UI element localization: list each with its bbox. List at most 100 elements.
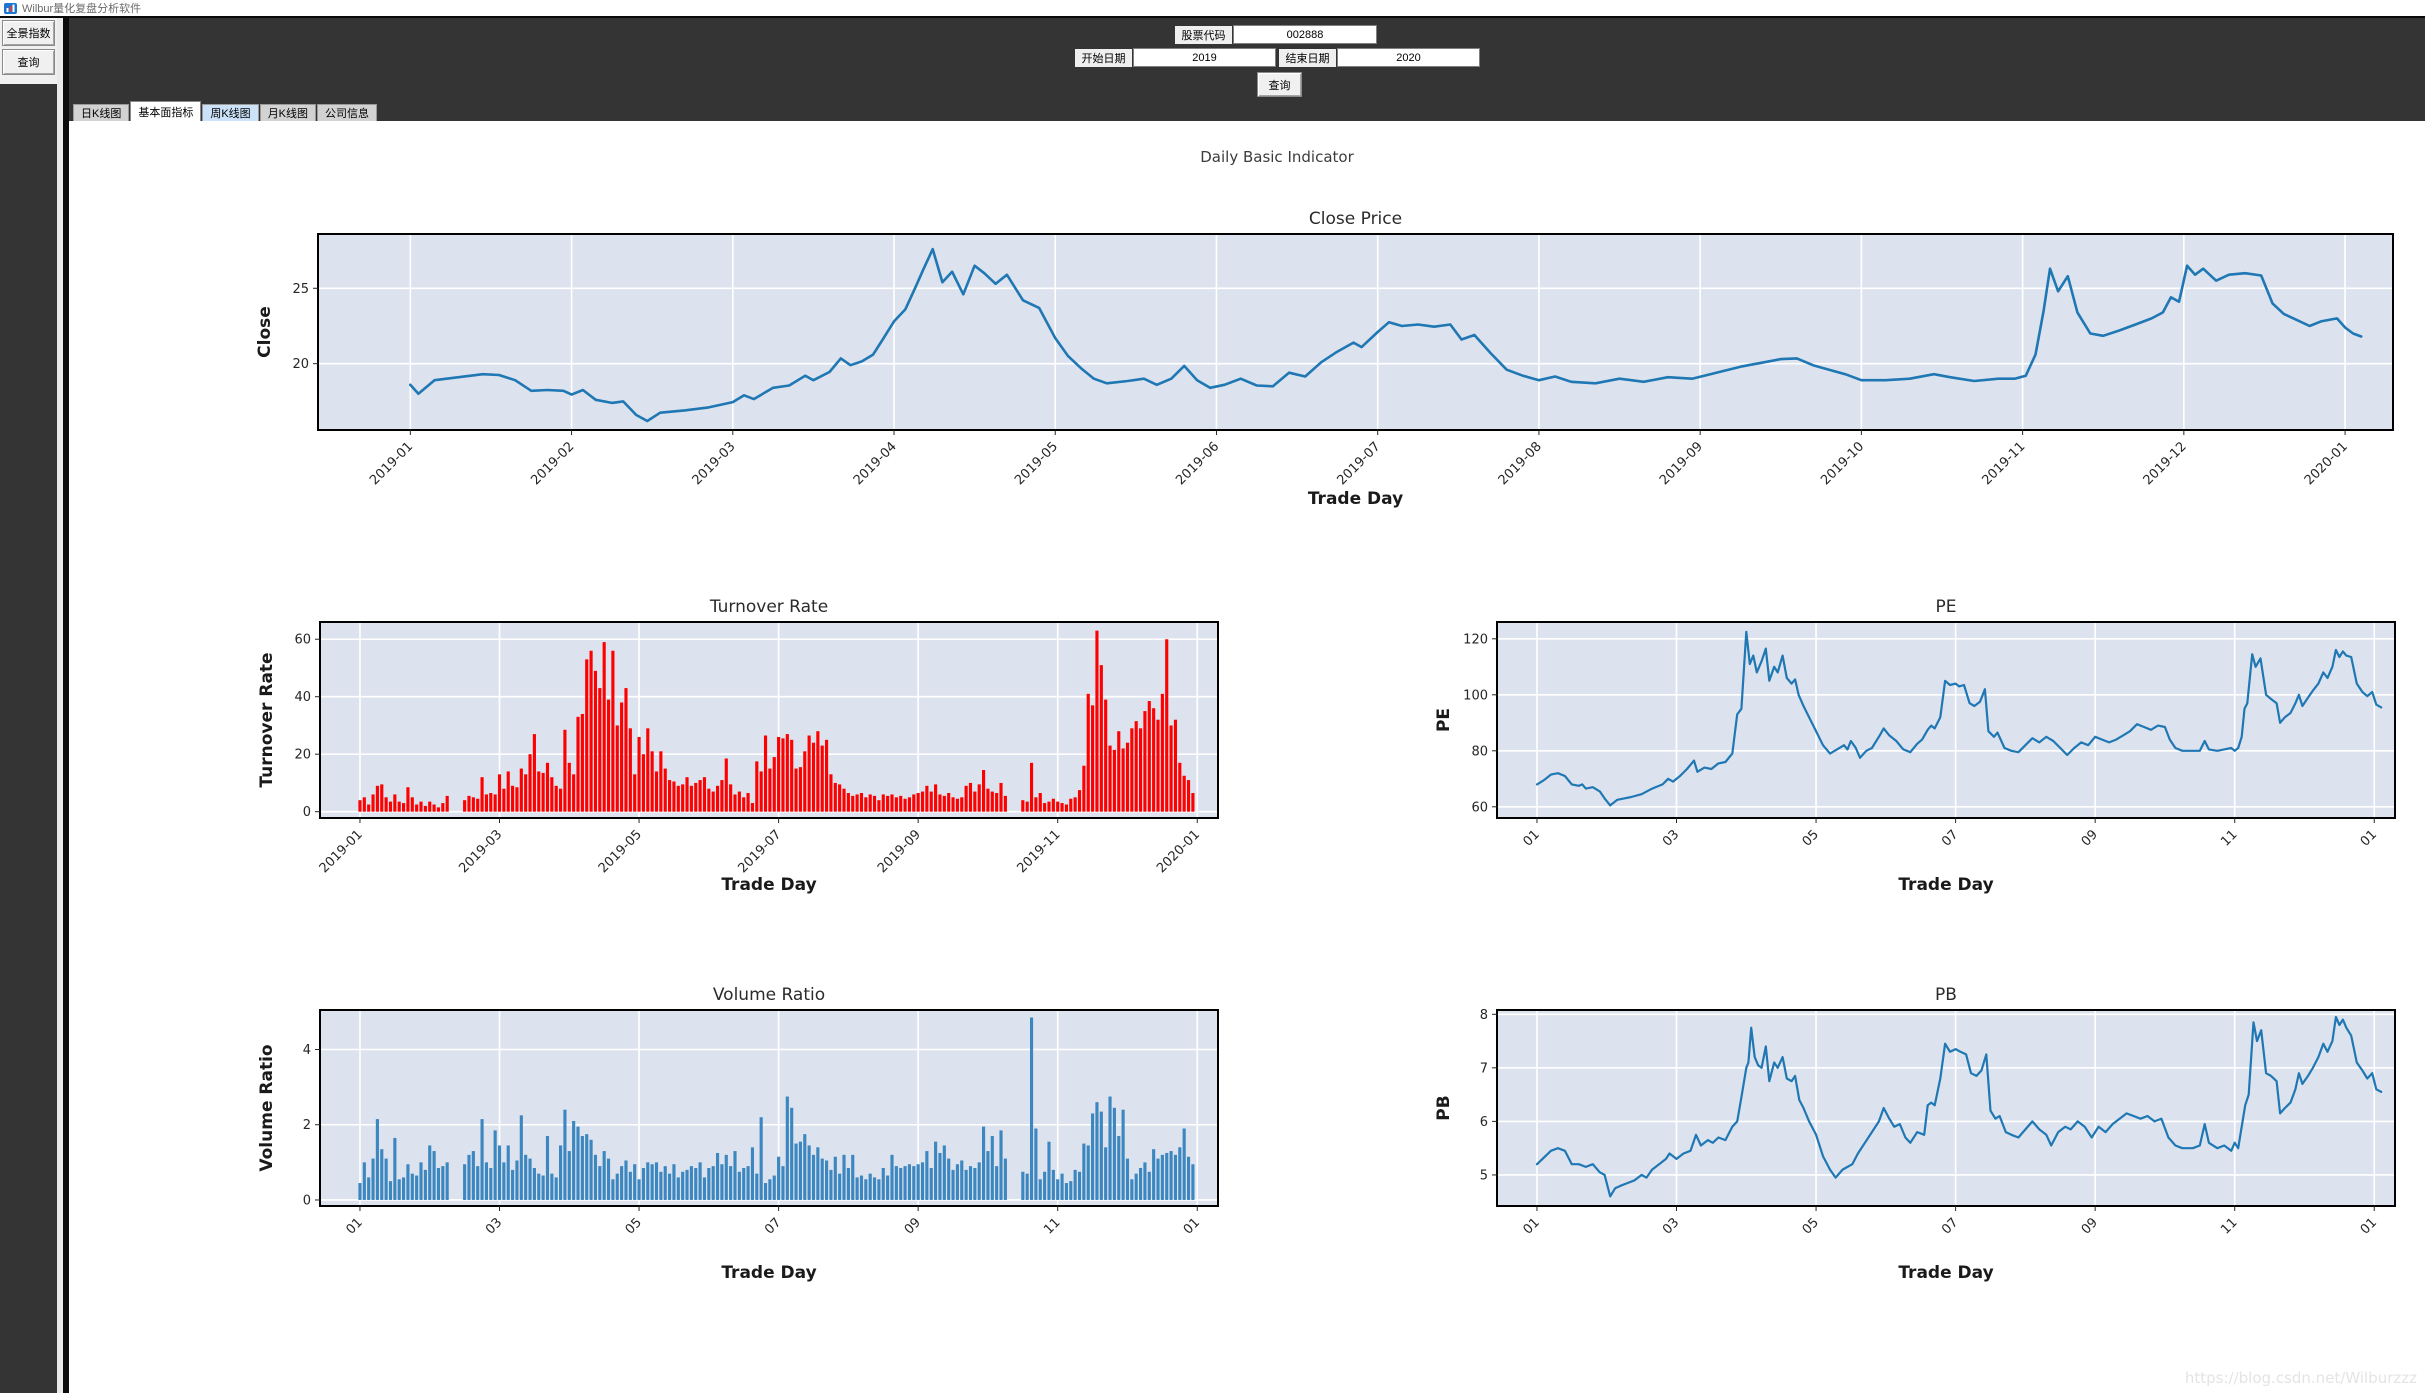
app-icon — [4, 2, 17, 14]
svg-text:2020-01: 2020-01 — [2302, 439, 2351, 488]
svg-text:07: 07 — [762, 1215, 784, 1237]
svg-text:2019-07: 2019-07 — [1335, 439, 1384, 488]
svg-text:2020-01: 2020-01 — [1154, 827, 1203, 876]
svg-text:09: 09 — [2079, 827, 2101, 849]
svg-text:25: 25 — [292, 282, 309, 297]
svg-text:09: 09 — [902, 1215, 924, 1237]
close-price-chart: 20 25 2019-01 2019-02 2019-03 2019-04 2019-05 2… — [255, 209, 2394, 509]
svg-text:120: 120 — [1463, 632, 1488, 647]
tab-weekly-kline[interactable]: 周K线图 — [202, 104, 259, 121]
window-title: Wilbur量化复盘分析软件 — [22, 3, 142, 15]
tab-monthly-kline[interactable]: 月K线图 — [259, 104, 317, 121]
svg-text:Close: Close — [255, 306, 275, 358]
svg-text:05: 05 — [1800, 1215, 1822, 1237]
svg-text:2019-11: 2019-11 — [1979, 439, 2028, 488]
svg-text:20: 20 — [294, 748, 311, 763]
pb-chart: 5 6 7 8 01 03 05 07 09 11 01 PB PB Trade Day — [1434, 985, 2396, 1283]
svg-text:PB: PB — [1935, 985, 1957, 1005]
svg-text:2019-05: 2019-05 — [1012, 439, 1061, 488]
volume-ratio-chart: 0 2 4 01 03 05 07 09 11 01 Volume Ratio Volume Rati… — [257, 985, 1219, 1283]
query-button[interactable]: 查询 — [1257, 72, 1302, 97]
pe-chart: 60 80 100 120 01 03 05 07 09 11 01 PE PE Trade Day — [1434, 597, 2396, 895]
svg-text:7: 7 — [1480, 1061, 1488, 1076]
svg-text:01: 01 — [1520, 827, 1542, 849]
svg-text:05: 05 — [1800, 827, 1822, 849]
svg-text:2: 2 — [303, 1118, 311, 1133]
end-date-label: 结束日期 — [1279, 49, 1336, 67]
pane-sash[interactable] — [57, 18, 63, 1393]
svg-text:01: 01 — [1520, 1215, 1542, 1237]
svg-text:2019-07: 2019-07 — [735, 827, 784, 876]
svg-text:0: 0 — [303, 805, 311, 820]
pane-sash-edge — [63, 18, 69, 1393]
svg-text:Turnover Rate: Turnover Rate — [709, 597, 828, 617]
svg-text:2019-08: 2019-08 — [1496, 439, 1545, 488]
stock-code-label: 股票代码 — [1175, 26, 1232, 44]
svg-text:11: 11 — [2218, 1215, 2240, 1237]
svg-text:07: 07 — [1939, 1215, 1961, 1237]
svg-text:5: 5 — [1480, 1168, 1488, 1183]
panorama-index-button[interactable]: 全景指数 — [2, 20, 55, 46]
svg-text:11: 11 — [1041, 1215, 1063, 1237]
svg-text:2019-03: 2019-03 — [690, 439, 739, 488]
svg-text:20: 20 — [292, 357, 309, 372]
svg-text:11: 11 — [2218, 827, 2240, 849]
svg-text:Trade Day: Trade Day — [1898, 875, 1993, 895]
svg-text:40: 40 — [294, 690, 311, 705]
figure-canvas: Daily Basic Indicator 20 25 2019-01 2019-02… — [69, 121, 2425, 1393]
svg-text:Volume Ratio: Volume Ratio — [257, 1044, 277, 1171]
svg-text:2019-04: 2019-04 — [851, 439, 900, 488]
stock-code-input[interactable] — [1233, 25, 1377, 44]
svg-text:2019-01: 2019-01 — [367, 439, 416, 488]
svg-text:PB: PB — [1434, 1095, 1454, 1120]
title-bar: Wilbur量化复盘分析软件 — [0, 0, 2425, 16]
svg-text:01: 01 — [343, 1215, 365, 1237]
start-date-input[interactable] — [1133, 48, 1276, 67]
svg-text:8: 8 — [1480, 1008, 1488, 1023]
turnover-rate-chart: 0 20 40 60 2019-01 2019-03 2019-05 2019-07 2019-… — [257, 597, 1219, 895]
tab-bar: 日K线图 基本面指标 周K线图 月K线图 公司信息 — [73, 101, 378, 121]
svg-text:60: 60 — [294, 633, 311, 648]
sidebar-query-button[interactable]: 查询 — [2, 49, 55, 75]
svg-text:0: 0 — [303, 1193, 311, 1208]
svg-text:100: 100 — [1463, 688, 1488, 703]
svg-text:80: 80 — [1471, 744, 1488, 759]
svg-text:60: 60 — [1471, 800, 1488, 815]
svg-text:Trade Day: Trade Day — [721, 1263, 816, 1283]
svg-text:05: 05 — [623, 1215, 645, 1237]
svg-text:PE: PE — [1434, 708, 1454, 732]
end-date-input[interactable] — [1337, 48, 1480, 67]
tab-daily-kline[interactable]: 日K线图 — [73, 104, 130, 121]
svg-text:Trade Day: Trade Day — [721, 875, 816, 895]
svg-text:4: 4 — [303, 1043, 311, 1058]
svg-text:Trade Day: Trade Day — [1308, 489, 1403, 509]
watermark-url: https://blog.csdn.net/Wilburzzz — [2184, 1369, 2417, 1387]
svg-text:01: 01 — [2358, 827, 2380, 849]
svg-text:2019-03: 2019-03 — [456, 827, 505, 876]
svg-text:2019-11: 2019-11 — [1015, 827, 1064, 876]
svg-text:2019-09: 2019-09 — [1657, 439, 1706, 488]
svg-text:03: 03 — [1660, 1215, 1682, 1237]
svg-text:2019-02: 2019-02 — [528, 439, 577, 488]
svg-text:2019-01: 2019-01 — [317, 827, 366, 876]
svg-text:03: 03 — [483, 1215, 505, 1237]
svg-text:Close Price: Close Price — [1309, 209, 1402, 229]
svg-text:Turnover Rate: Turnover Rate — [257, 652, 277, 787]
svg-text:PE: PE — [1936, 597, 1957, 617]
svg-text:2019-09: 2019-09 — [875, 827, 924, 876]
svg-text:09: 09 — [2079, 1215, 2101, 1237]
window-edge-divider — [0, 16, 2425, 18]
svg-text:6: 6 — [1480, 1115, 1488, 1130]
svg-text:2019-05: 2019-05 — [596, 827, 645, 876]
svg-text:03: 03 — [1660, 827, 1682, 849]
svg-text:01: 01 — [2358, 1215, 2380, 1237]
start-date-label: 开始日期 — [1075, 49, 1132, 67]
svg-text:2019-12: 2019-12 — [2141, 439, 2190, 488]
svg-text:Volume Ratio: Volume Ratio — [713, 985, 825, 1005]
tab-fundamental-indicator[interactable]: 基本面指标 — [130, 101, 202, 121]
tab-company-info[interactable]: 公司信息 — [317, 104, 378, 121]
svg-text:2019-06: 2019-06 — [1173, 439, 1222, 488]
svg-text:2019-10: 2019-10 — [1818, 439, 1867, 488]
